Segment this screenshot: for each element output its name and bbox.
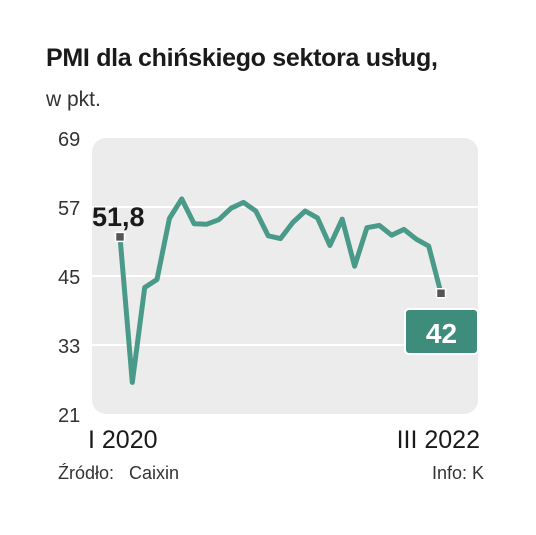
first-value-label: 51,8: [92, 202, 145, 232]
data-point: [353, 264, 357, 268]
data-point: [204, 222, 208, 226]
y-tick-label: 45: [58, 267, 80, 289]
data-point: [155, 277, 159, 281]
source-value: Caixin: [129, 463, 180, 483]
data-point: [229, 206, 233, 210]
data-point: [390, 233, 394, 237]
data-point: [291, 221, 295, 225]
y-tick-label: 57: [58, 198, 80, 220]
data-point: [414, 237, 418, 241]
y-tick-label: 21: [58, 405, 80, 427]
y-tick-label: 69: [58, 129, 80, 151]
data-point: [180, 197, 184, 201]
source-note: Źródło: Caixin: [58, 463, 179, 484]
data-point: [328, 244, 332, 248]
data-point: [167, 217, 171, 220]
line-chart: 21 33 45 57 69 51,8 42 I 2020 III 2022: [58, 129, 480, 454]
data-point: [143, 286, 147, 289]
data-point: [266, 234, 270, 238]
data-point: [241, 200, 245, 204]
data-point: [340, 217, 344, 221]
last-point-marker: [435, 288, 447, 299]
data-point: [130, 380, 134, 384]
chart-title: PMI dla chińskiego sektora usług,: [46, 44, 438, 72]
data-point: [377, 223, 381, 227]
data-point: [192, 222, 196, 226]
last-value-label: 42: [426, 318, 457, 349]
x-end-label: III 2022: [397, 426, 480, 454]
data-point: [427, 244, 431, 248]
last-value-callout: [404, 308, 479, 355]
data-point: [254, 209, 258, 213]
data-point: [279, 237, 282, 241]
x-start-label: I 2020: [88, 426, 158, 454]
source-label: Źródło:: [58, 463, 115, 483]
data-point: [303, 209, 307, 213]
data-point: [217, 218, 221, 222]
credit-note: Info: K: [431, 463, 484, 483]
y-tick-label: 33: [58, 336, 80, 358]
data-point: [365, 226, 369, 230]
data-point: [402, 227, 406, 231]
chart-subtitle: w pkt.: [46, 88, 101, 111]
first-point-marker: [114, 231, 126, 243]
data-point: [316, 216, 320, 220]
